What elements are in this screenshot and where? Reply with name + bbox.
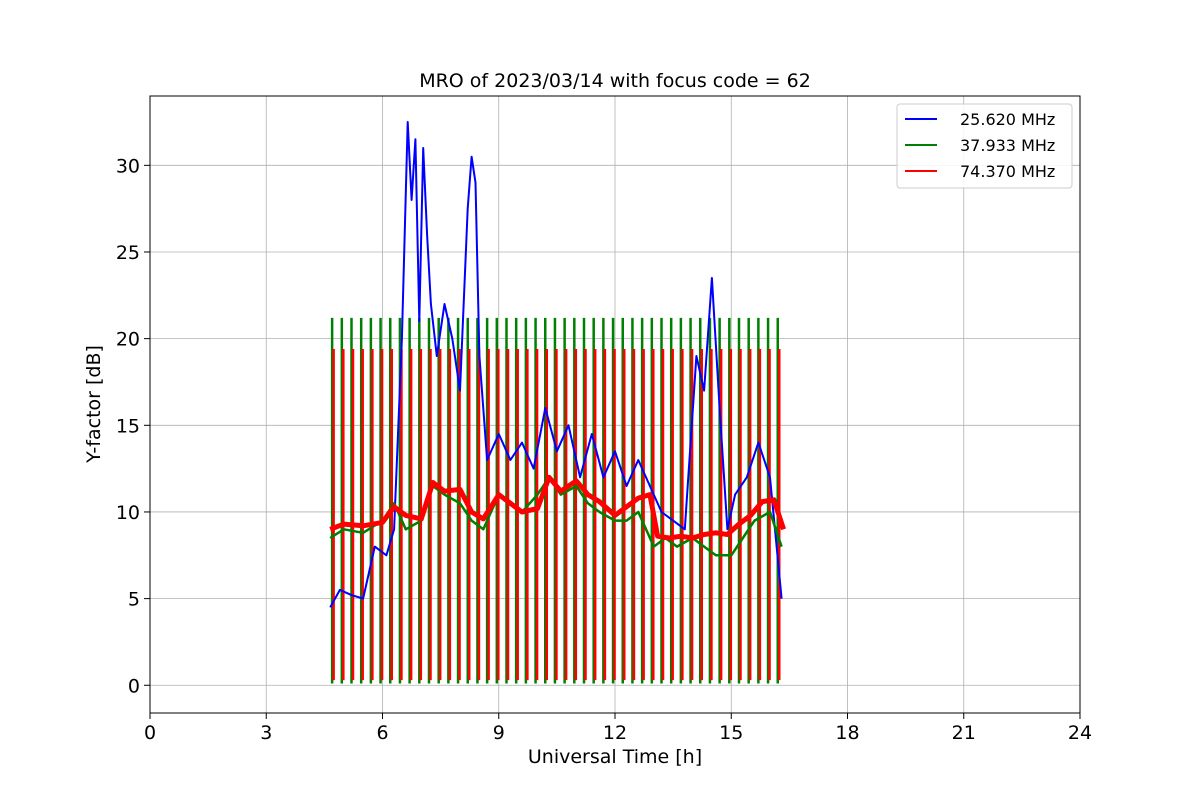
series-line-1 bbox=[329, 121, 783, 608]
y-tick-label: 15 bbox=[116, 415, 140, 437]
x-tick-label: 12 bbox=[603, 722, 627, 744]
x-tick-label: 21 bbox=[952, 722, 976, 744]
y-tick-label: 10 bbox=[116, 502, 140, 524]
x-axis: 0 3 6 9 12 15 18 21 24 bbox=[144, 713, 1092, 744]
y-tick-label: 5 bbox=[128, 589, 140, 611]
y-tick-label: 25 bbox=[116, 242, 140, 264]
chart-title: MRO of 2023/03/14 with focus code = 62 bbox=[419, 70, 811, 92]
x-tick-label: 0 bbox=[144, 722, 156, 744]
y-tick-label: 30 bbox=[116, 155, 140, 177]
x-tick-label: 18 bbox=[835, 722, 859, 744]
x-tick-label: 24 bbox=[1068, 722, 1092, 744]
x-tick-label: 9 bbox=[493, 722, 505, 744]
series-line-3 bbox=[329, 474, 786, 541]
plot-area bbox=[329, 121, 786, 684]
x-tick-label: 15 bbox=[719, 722, 743, 744]
x-axis-label: Universal Time [h] bbox=[528, 746, 702, 768]
legend: 25.620 MHz 37.933 MHz 74.370 MHz bbox=[896, 103, 1073, 189]
legend-label-2: 37.933 MHz bbox=[960, 136, 1055, 155]
x-tick-label: 3 bbox=[260, 722, 272, 744]
y-axis: 0 5 10 15 20 25 30 bbox=[116, 155, 150, 697]
y-axis-label: Y-factor [dB] bbox=[83, 345, 105, 464]
y-tick-label: 20 bbox=[116, 329, 140, 351]
series-line-2 bbox=[329, 476, 783, 557]
legend-label-3: 74.370 MHz bbox=[960, 162, 1055, 181]
legend-box bbox=[896, 103, 1073, 189]
y-tick-label: 0 bbox=[128, 675, 140, 697]
x-tick-label: 6 bbox=[376, 722, 388, 744]
legend-label-1: 25.620 MHz bbox=[960, 110, 1055, 129]
